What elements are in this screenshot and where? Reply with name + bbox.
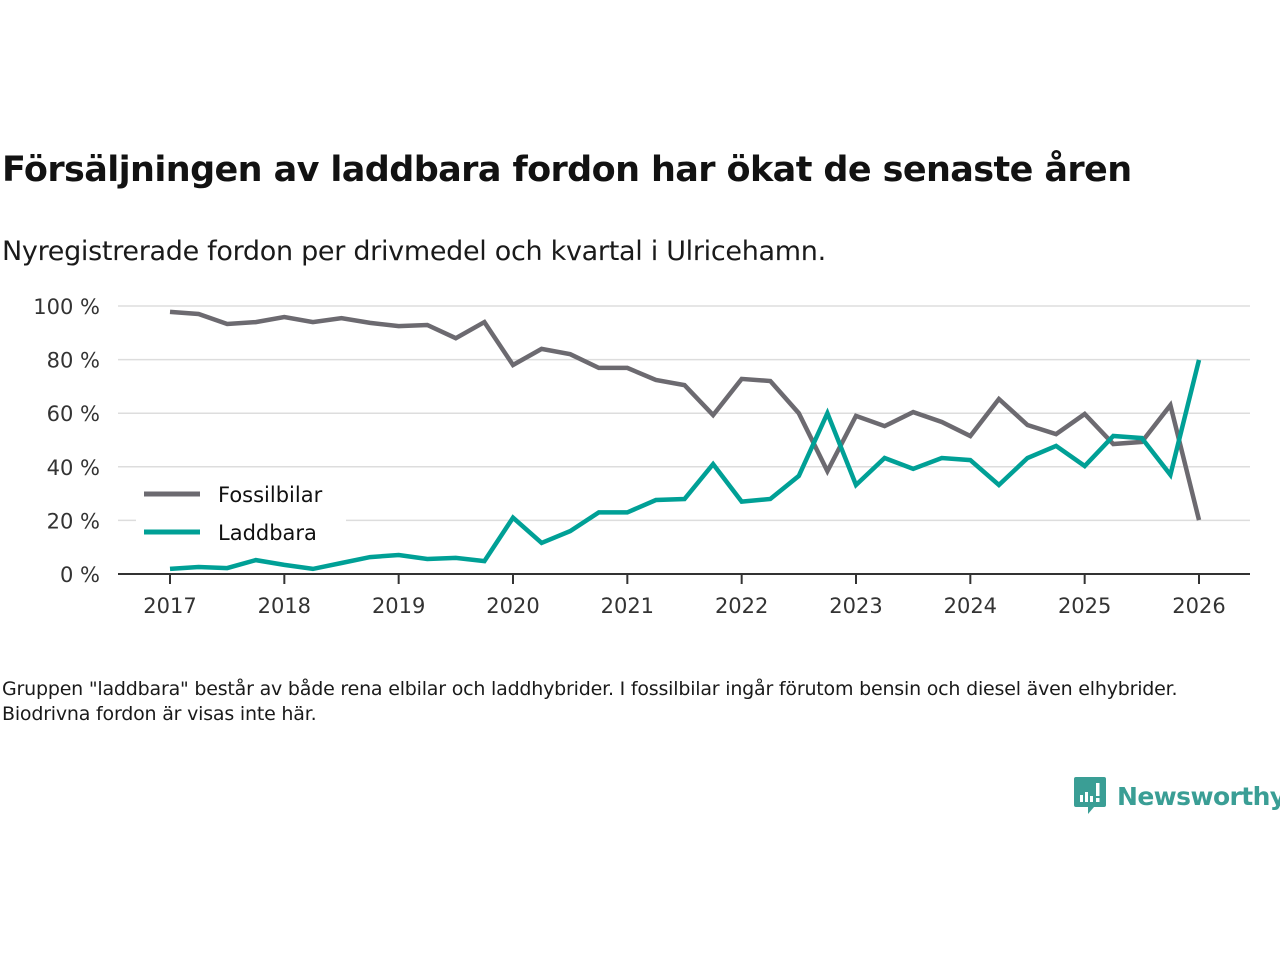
y-tick-label: 20 % [47,509,100,533]
footnote: Gruppen "laddbara" består av både rena e… [2,678,1178,725]
x-tick-label: 2022 [715,594,768,618]
x-tick-label: 2021 [601,594,654,618]
legend: Fossilbilar Laddbara [136,474,346,548]
bar-chart-speech-bubble-icon [1074,777,1106,814]
x-tick-label: 2017 [143,594,196,618]
chart-title: Försäljningen av laddbara fordon har öka… [2,150,1132,190]
x-tick-label: 2020 [486,594,539,618]
y-tick-label: 40 % [47,456,100,480]
x-tick-label: 2025 [1058,594,1111,618]
x-tick-label: 2018 [258,594,311,618]
y-tick-label: 0 % [60,563,100,587]
legend-label-laddbara: Laddbara [218,521,317,545]
y-tick-label: 60 % [47,402,100,426]
chart-subtitle: Nyregistrerade fordon per drivmedel och … [2,236,826,267]
brand-logo: Newsworthy [1073,776,1280,816]
x-axis: 2017 2018 2019 2020 2021 2022 2023 2024 2025 2026 [118,573,1250,618]
x-tick-label: 2023 [829,594,882,618]
series-lines [169,309,1202,572]
brand-name: Newsworthy [1117,781,1280,811]
x-tick-label: 2019 [372,594,425,618]
line-chart: 0 % 20 % 40 % 60 % 80 % 100 % 2017 2018 2019 202… [33,295,1250,618]
x-tick-label: 2026 [1172,594,1225,618]
gridlines [118,305,1250,522]
y-tick-label: 100 % [33,295,100,319]
series-line-fossilbilar [169,309,1202,521]
legend-label-fossilbilar: Fossilbilar [218,483,323,507]
series-line-laddbara [169,359,1202,572]
y-axis-tick-labels: 0 % 20 % 40 % 60 % 80 % 100 % [33,295,100,587]
legend-background [136,474,346,548]
y-tick-label: 80 % [47,349,100,373]
x-tick-label: 2024 [944,594,997,618]
